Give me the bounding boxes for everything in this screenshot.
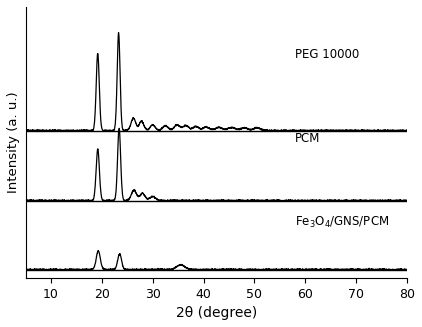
X-axis label: 2θ (degree): 2θ (degree) <box>176 306 257 320</box>
Y-axis label: Intensity (a. u.): Intensity (a. u.) <box>7 92 20 193</box>
Text: PEG 10000: PEG 10000 <box>295 48 360 61</box>
Text: Fe$_3$O$_4$/GNS/PCM: Fe$_3$O$_4$/GNS/PCM <box>295 215 390 230</box>
Text: PCM: PCM <box>295 132 320 145</box>
